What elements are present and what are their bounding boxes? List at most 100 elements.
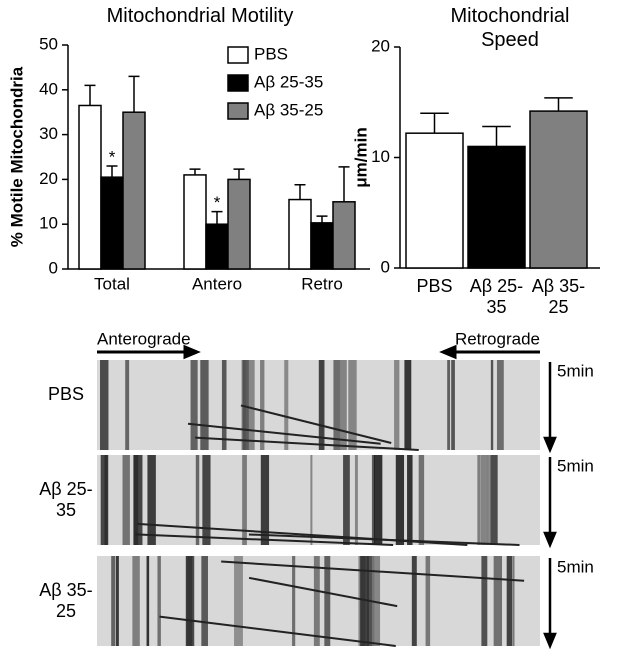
y-tick-label: 10 (371, 147, 390, 166)
bar (227, 178, 251, 270)
kymograph-stripe (339, 360, 347, 450)
y-tick-label: 50 (39, 34, 58, 53)
kymograph-stripe (512, 556, 515, 646)
kymograph-stripe (310, 455, 313, 545)
kymograph-stripe (242, 455, 247, 545)
kymograph-stripe (373, 455, 383, 545)
kymograph-track (221, 560, 525, 582)
time-label: 5min (557, 361, 594, 380)
y-tick-label: 20 (371, 36, 390, 55)
error-bar (84, 84, 96, 106)
kymograph-stripe (125, 360, 130, 450)
y-tick-label: 10 (39, 214, 58, 233)
y-axis-label: μm/min (351, 127, 370, 187)
kymograph-stripe (111, 556, 116, 646)
kymograph-image (97, 455, 540, 545)
error-bar (233, 168, 245, 180)
arrow (439, 344, 540, 360)
kymograph-stripe (247, 360, 255, 450)
y-tick-label: 20 (39, 169, 58, 188)
kymograph-stripe (284, 360, 289, 450)
legend-swatch (227, 74, 249, 92)
time-arrow (543, 362, 557, 454)
direction-label: Retrograde (455, 329, 540, 348)
kymograph-stripe (490, 360, 494, 450)
kymograph-stripe (418, 455, 425, 545)
chart-title: Mitochondrial Motility (106, 5, 294, 27)
bar (405, 132, 464, 269)
kymograph-stripe (190, 360, 198, 450)
kymograph-track (187, 422, 381, 445)
kymograph-stripe (202, 455, 211, 545)
bar (205, 223, 229, 270)
error-bar (420, 112, 449, 134)
error-bar (211, 210, 223, 225)
x-tick-label: Total (94, 274, 130, 293)
bar (467, 145, 526, 269)
annotation: * (109, 147, 116, 166)
y-tick-label: 40 (39, 79, 58, 98)
kymograph-stripe (371, 556, 381, 646)
kymograph-stripe (411, 556, 417, 646)
kymograph-stripe (425, 556, 431, 646)
legend-label: Aβ 35-25 (254, 100, 323, 119)
kymograph-stripe (100, 360, 109, 450)
kymograph-stripe (404, 360, 412, 450)
panel-label: PBS (47, 384, 85, 404)
bar (183, 174, 207, 270)
bar (288, 198, 312, 270)
time-arrow (543, 558, 557, 650)
kymograph-stripe (133, 455, 143, 545)
kymograph-stripe (292, 556, 296, 646)
kymograph-stripe (132, 556, 140, 646)
kymograph-stripe (395, 455, 405, 545)
error-bar (189, 168, 201, 175)
time-label: 5min (557, 557, 594, 576)
kymograph-stripe (480, 455, 489, 545)
direction-label: Anterograde (97, 329, 191, 348)
kymograph-stripe (313, 556, 320, 646)
legend-swatch (227, 46, 249, 64)
bar (78, 104, 102, 270)
bar (310, 222, 334, 270)
kymograph-stripe (201, 556, 208, 646)
legend-label: PBS (254, 44, 288, 63)
kymograph-stripe (200, 360, 209, 450)
kymograph-stripe (324, 556, 331, 646)
kymograph-stripe (477, 455, 481, 545)
error-bar (482, 125, 511, 147)
kymograph-track (195, 436, 419, 451)
x-tick-label: Retro (301, 274, 343, 293)
kymograph-stripe (447, 360, 451, 450)
kymograph-image (97, 360, 540, 450)
error-bar (316, 215, 328, 223)
kymograph-track (137, 522, 468, 546)
error-bar (106, 165, 118, 178)
time-arrow (543, 457, 557, 549)
kymograph-stripe (318, 360, 324, 450)
error-bar (338, 166, 350, 202)
kymograph-stripe (493, 556, 503, 646)
kymograph-stripe (221, 360, 227, 450)
bar (529, 110, 588, 269)
kymograph-stripe (146, 556, 150, 646)
kymograph-stripe (234, 556, 243, 646)
x-tick-label: PBS (416, 276, 453, 296)
kymograph-stripe (115, 556, 119, 646)
kymograph-track (240, 404, 392, 444)
kymograph-stripe (506, 556, 513, 646)
kymograph-stripe (100, 455, 107, 545)
kymograph-track (135, 533, 394, 546)
error-bar (294, 184, 306, 200)
kymograph-stripe (451, 360, 455, 450)
kymograph-stripe (122, 455, 130, 545)
panel-label: Aβ 25-35 (39, 479, 93, 520)
kymograph-stripe (260, 455, 270, 545)
kymograph-stripe (187, 556, 195, 646)
kymograph-stripe (394, 360, 400, 450)
chart-title: Mitochondrial Speed (450, 5, 570, 51)
kymograph-stripe (243, 360, 249, 450)
kymograph-stripe (333, 360, 341, 450)
